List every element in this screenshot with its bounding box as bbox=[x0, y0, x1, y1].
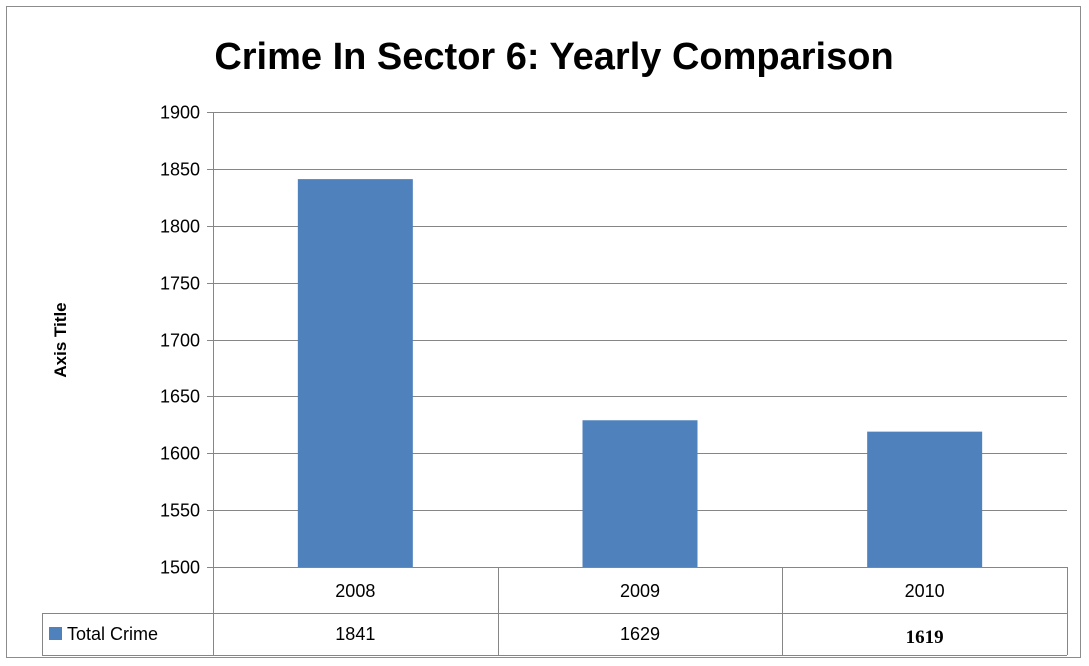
y-tick-label: 1500 bbox=[160, 558, 200, 578]
data-table: 2008 2009 2010 Total Crime 1841 1629 1619 bbox=[42, 567, 1068, 656]
bars bbox=[297, 179, 983, 568]
y-tick-label: 1850 bbox=[160, 160, 200, 180]
data-table-cell: 1841 bbox=[335, 624, 375, 644]
y-tick-label: 1600 bbox=[160, 444, 200, 464]
x-tick-label: 2009 bbox=[620, 581, 660, 601]
axes bbox=[207, 112, 1067, 568]
y-axis-title: Axis Title bbox=[51, 302, 70, 377]
y-tick-label: 1700 bbox=[160, 331, 200, 351]
bar-2008 bbox=[297, 179, 413, 568]
chart-title: Crime In Sector 6: Yearly Comparison bbox=[214, 36, 893, 78]
y-tick-label: 1750 bbox=[160, 274, 200, 294]
legend-swatch bbox=[49, 627, 62, 640]
x-tick-label: 2008 bbox=[335, 581, 375, 601]
x-tick-label: 2010 bbox=[905, 581, 945, 601]
y-tick-label: 1550 bbox=[160, 501, 200, 521]
bar-2009 bbox=[582, 420, 698, 567]
data-table-cell: 1619 bbox=[906, 627, 944, 648]
legend-label: Total Crime bbox=[67, 624, 158, 644]
bar-2010 bbox=[867, 431, 983, 567]
y-tick-label: 1800 bbox=[160, 217, 200, 237]
y-tick-label: 1650 bbox=[160, 387, 200, 407]
data-table-cell: 1629 bbox=[620, 624, 660, 644]
y-tick-label: 1900 bbox=[160, 103, 200, 123]
y-tick-labels: 1500 1550 1600 1650 1700 1750 1800 1850 1900 bbox=[160, 103, 200, 578]
